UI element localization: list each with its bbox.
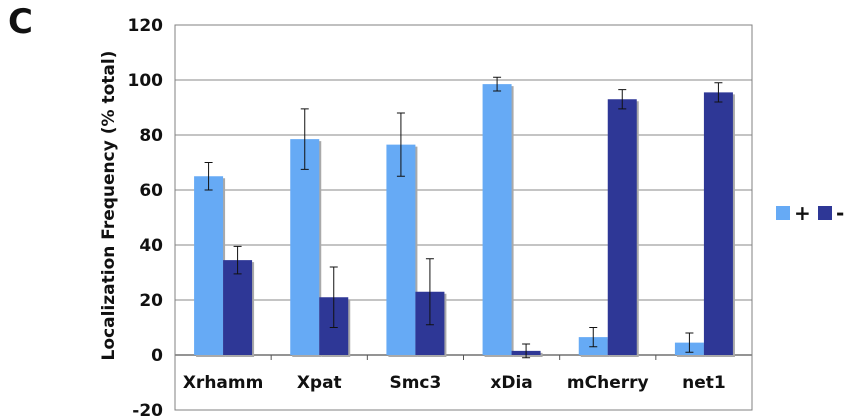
error-bar	[204, 162, 213, 191]
y-tick-label: 80	[139, 126, 163, 146]
error-bars	[204, 76, 723, 359]
y-axis-label: Localization Frequency (% total)	[99, 51, 119, 361]
y-axis-tick-labels: -20 0 20 40 60 80 100 120	[128, 16, 164, 420]
error-bar	[300, 108, 309, 170]
error-bar	[522, 343, 531, 359]
error-bar	[714, 82, 723, 103]
error-bar	[425, 258, 434, 326]
legend-swatch-plus	[776, 206, 790, 220]
y-tick-label: -20	[132, 401, 163, 420]
error-bar	[685, 332, 694, 353]
y-tick-label: 120	[128, 16, 164, 36]
y-tick-label: 0	[151, 346, 163, 366]
error-bar	[493, 76, 502, 92]
legend-swatch-minus	[818, 206, 832, 220]
legend-label-minus: -	[836, 201, 844, 225]
error-bar	[396, 112, 405, 177]
bar-minus-xrhamm	[223, 260, 253, 355]
bar-minus-net1	[703, 92, 733, 355]
x-tick-label: net1	[682, 373, 726, 393]
x-tick-label: Xrhamm	[183, 373, 264, 393]
bar-plus-xdia	[482, 84, 512, 355]
error-bar	[233, 245, 242, 275]
y-tick-label: 40	[139, 236, 163, 256]
x-tick-label: Xpat	[297, 373, 342, 393]
bar-plus-xpat	[290, 139, 320, 355]
bar-minus-mcherry	[607, 99, 637, 355]
plot-area-frame	[174, 24, 753, 411]
error-bar	[589, 327, 598, 348]
legend: + -	[776, 201, 844, 225]
x-tick-label: mCherry	[567, 373, 649, 393]
x-tick-label: xDia	[490, 373, 532, 393]
x-axis-tick-labels: Xrhamm Xpat Smc3 xDia mCherry net1	[183, 373, 726, 393]
bar-plus-xrhamm	[194, 176, 224, 355]
bars	[194, 84, 735, 357]
panel-label: C	[8, 2, 33, 42]
y-tick-label: 20	[139, 291, 163, 311]
x-tick-label: Smc3	[389, 373, 441, 393]
y-tick-label: 100	[128, 71, 164, 91]
error-bar	[329, 266, 338, 328]
y-tick-label: 60	[139, 181, 163, 201]
gridlines	[175, 24, 752, 411]
legend-label-plus: +	[794, 201, 811, 225]
bar-plus-smc3	[386, 144, 416, 355]
error-bar	[618, 89, 627, 110]
